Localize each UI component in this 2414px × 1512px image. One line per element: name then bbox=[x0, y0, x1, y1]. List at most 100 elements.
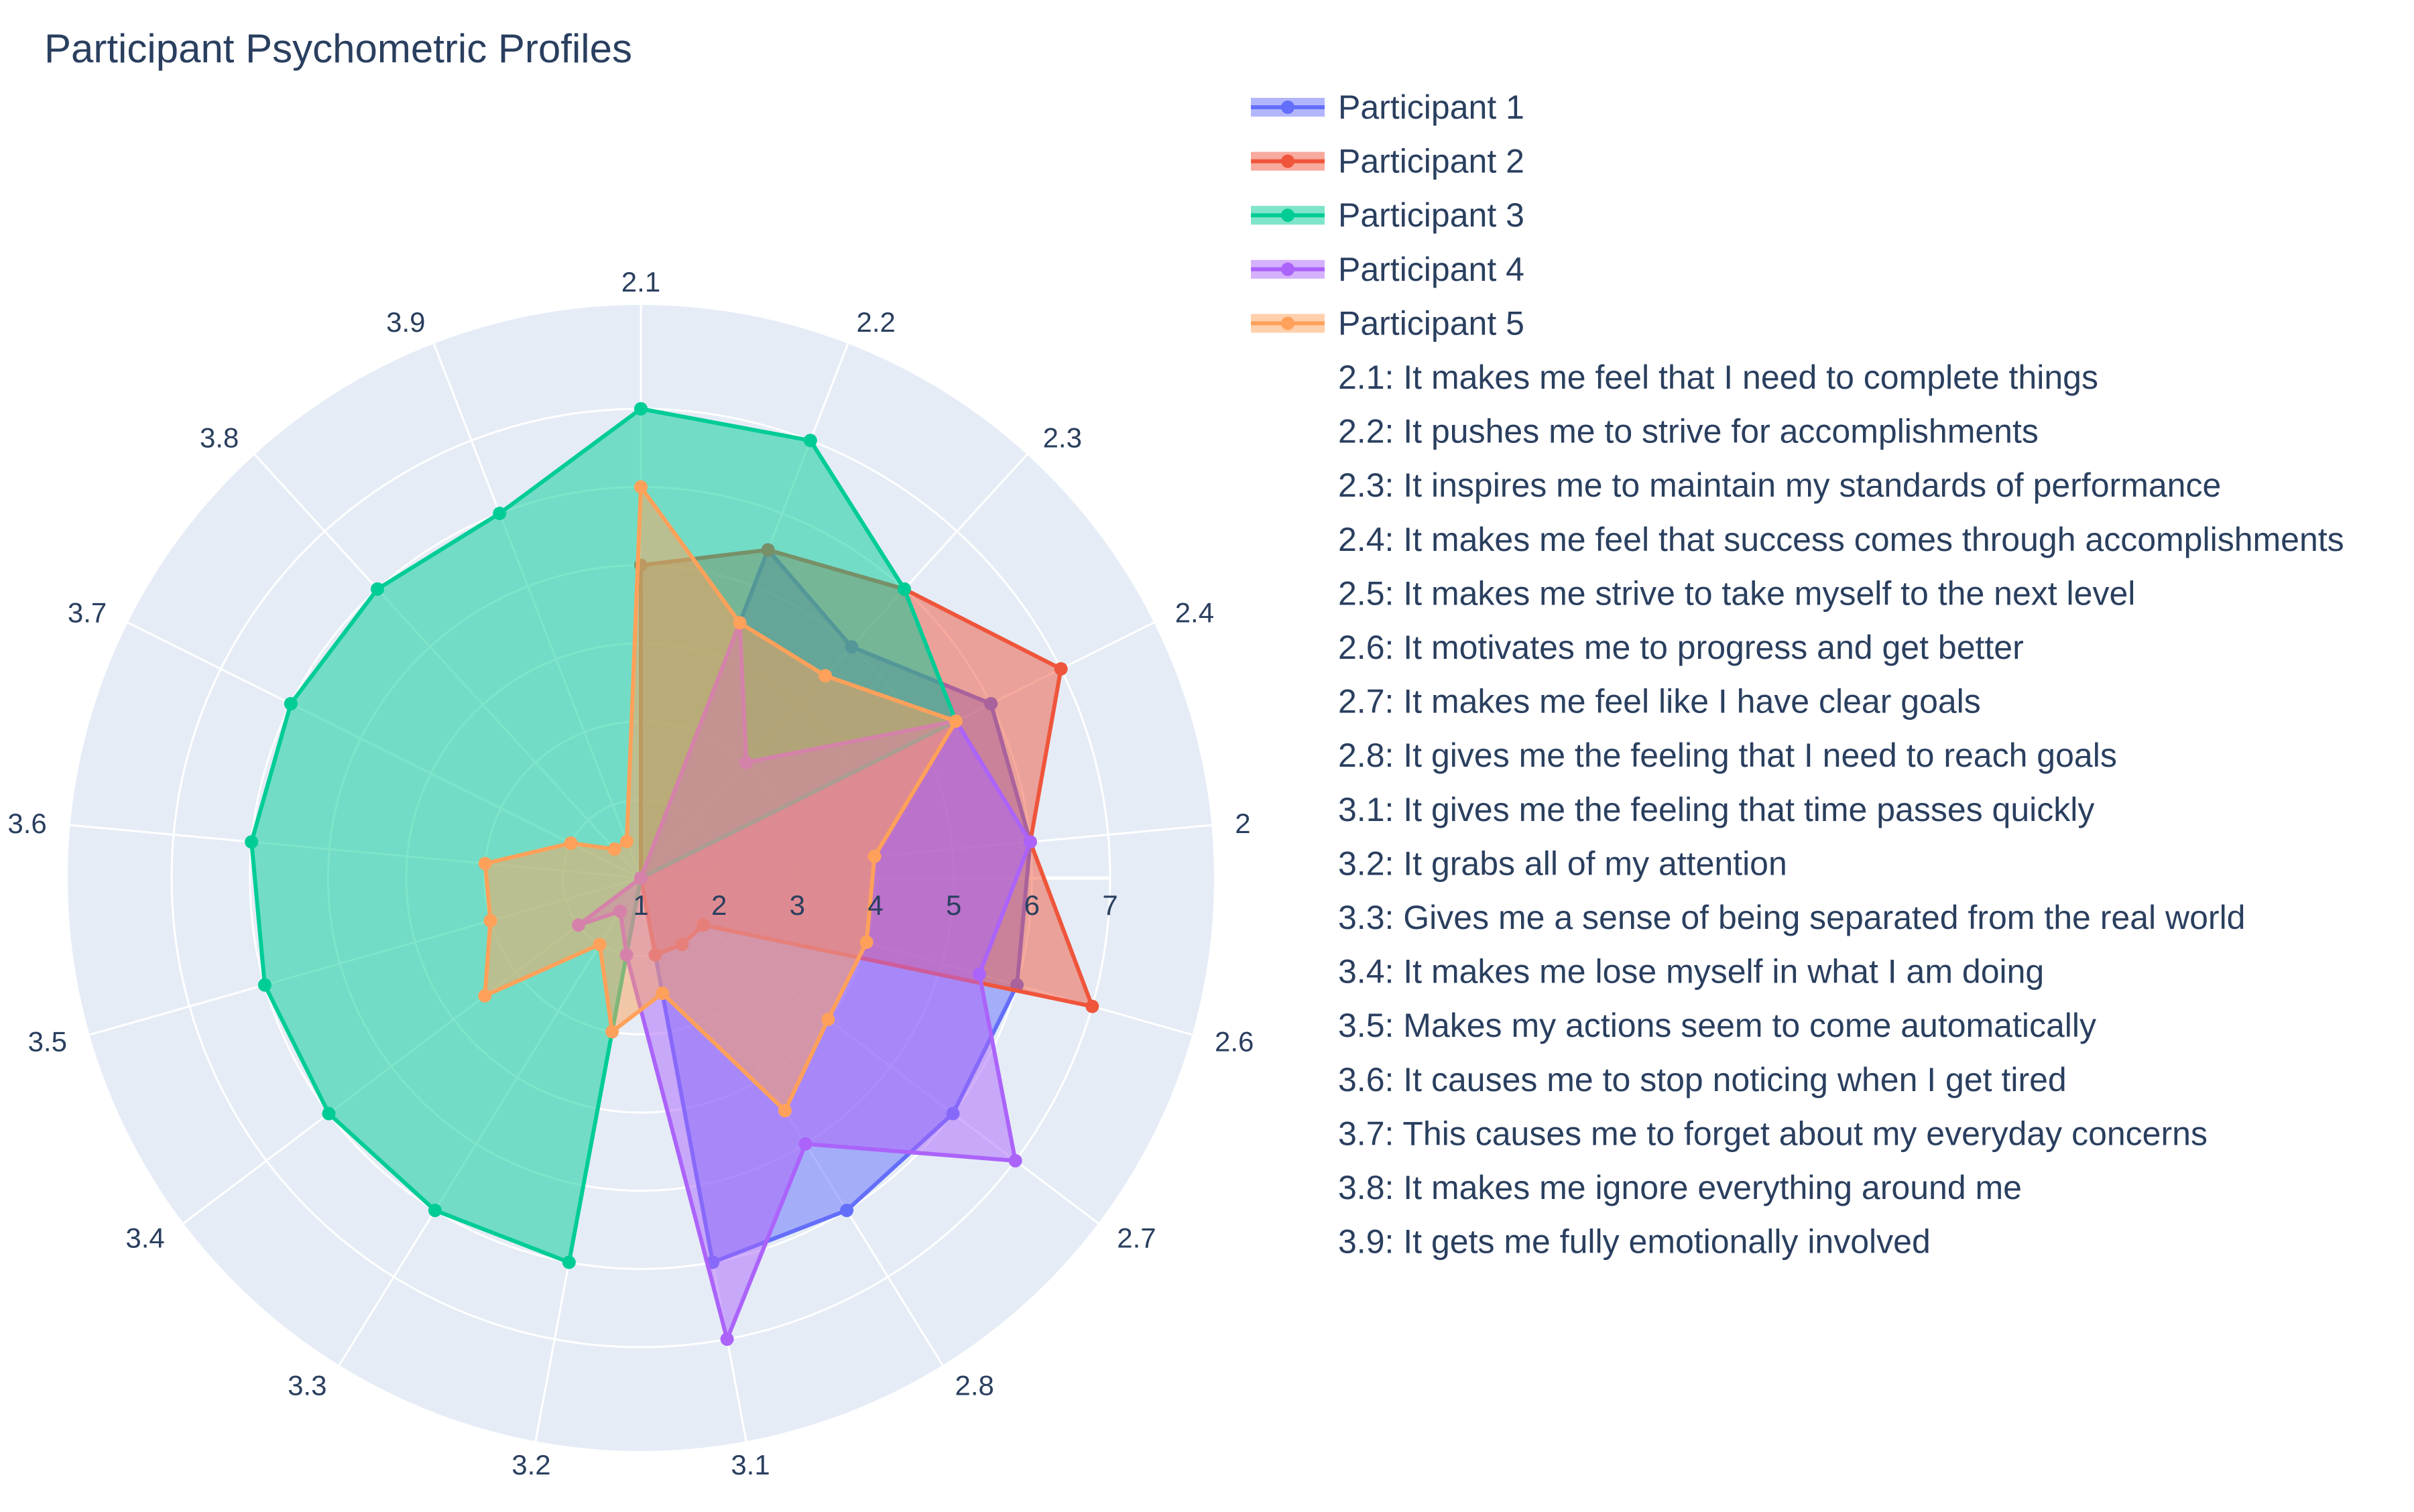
angular-tick-label: 2.6 bbox=[1215, 1026, 1254, 1058]
data-point bbox=[257, 978, 271, 992]
angular-tick-label: 3.5 bbox=[28, 1026, 67, 1058]
data-point bbox=[478, 857, 492, 871]
data-point bbox=[1054, 662, 1068, 676]
angular-tick-label: 3.8 bbox=[200, 422, 239, 453]
data-point bbox=[1008, 1153, 1022, 1168]
data-point bbox=[859, 935, 873, 949]
data-point bbox=[867, 849, 882, 863]
legend-item-description: 3.6: It causes me to stop noticing when … bbox=[1338, 1061, 2067, 1098]
angular-tick-label: 2.1 bbox=[621, 266, 660, 298]
angular-tick-label: 3.3 bbox=[288, 1370, 326, 1401]
legend-item-description: 3.1: It gives me the feeling that time p… bbox=[1338, 791, 2094, 828]
legend-label: Participant 2 bbox=[1338, 143, 1524, 180]
data-point bbox=[972, 967, 986, 981]
data-point bbox=[949, 714, 963, 728]
angular-tick-label: 2 bbox=[1235, 808, 1250, 839]
data-point bbox=[493, 507, 507, 521]
data-point bbox=[371, 582, 385, 596]
data-point bbox=[634, 480, 648, 494]
legend-item-description: 2.4: It makes me feel that success comes… bbox=[1338, 521, 2344, 558]
data-point bbox=[284, 696, 298, 710]
legend-label: Participant 1 bbox=[1338, 88, 1524, 126]
legend-item-description: 2.6: It motivates me to progress and get… bbox=[1338, 629, 2024, 666]
data-point bbox=[593, 938, 607, 952]
legend-item-description: 2.8: It gives me the feeling that I need… bbox=[1338, 737, 2117, 774]
data-point bbox=[605, 1025, 619, 1039]
angular-tick-label: 3.6 bbox=[7, 808, 46, 839]
data-point bbox=[1023, 835, 1037, 849]
angular-tick-label: 3.4 bbox=[125, 1222, 164, 1253]
data-point bbox=[245, 835, 259, 849]
angular-tick-label: 3.2 bbox=[511, 1449, 550, 1480]
series-layer bbox=[245, 402, 1099, 1346]
radial-tick-label: 6 bbox=[1024, 889, 1040, 921]
legend-item-description: 2.2: It pushes me to strive for accompli… bbox=[1338, 413, 2039, 450]
legend-item-description: 3.4: It makes me lose myself in what I a… bbox=[1338, 953, 2044, 991]
radial-tick-label: 5 bbox=[946, 889, 961, 921]
legend-item-participant-4[interactable]: Participant 4 bbox=[1251, 251, 1524, 288]
data-point bbox=[656, 987, 670, 1001]
legend-swatch-marker bbox=[1281, 101, 1294, 114]
legend-item-description: 3.2: It grabs all of my attention bbox=[1338, 844, 1787, 882]
data-point bbox=[478, 989, 492, 1003]
legend-swatch-marker bbox=[1281, 316, 1294, 330]
angular-tick-label: 3.9 bbox=[386, 306, 425, 338]
data-point bbox=[778, 1104, 792, 1118]
legend-item-participant-5[interactable]: Participant 5 bbox=[1251, 304, 1524, 342]
data-point bbox=[733, 616, 747, 630]
data-point bbox=[607, 842, 621, 856]
legend-label: Participant 5 bbox=[1338, 304, 1524, 342]
data-point bbox=[619, 834, 633, 848]
angular-tick-label: 2.8 bbox=[955, 1370, 994, 1401]
series-5 bbox=[478, 480, 963, 1118]
legend-item-description: 2.5: It makes me strive to take myself t… bbox=[1338, 574, 2135, 612]
legend-item-description: 2.7: It makes me feel like I have clear … bbox=[1338, 683, 1981, 720]
data-point bbox=[720, 1332, 734, 1346]
legend-swatch-marker bbox=[1281, 208, 1294, 223]
legend-label: Participant 4 bbox=[1338, 251, 1524, 288]
legend: Participant 1 Participant 2 Participant 3 P… bbox=[1251, 88, 2344, 1261]
data-point bbox=[821, 1012, 835, 1026]
chart-title: Participant Psychometric Profiles bbox=[44, 26, 632, 71]
angular-axis-labels: 2.1 2.2 2.3 2.4 2 2.6 2.7 2.8 3.1 3.2 3.3 3.4 3.5 3.6… bbox=[7, 266, 1254, 1480]
legend-swatch-marker bbox=[1281, 154, 1294, 168]
legend-item-description: 2.3: It inspires me to maintain my stand… bbox=[1338, 466, 2221, 504]
angular-tick-label: 2.7 bbox=[1117, 1222, 1156, 1253]
radial-tick-label: 7 bbox=[1102, 889, 1118, 921]
legend-item-participant-1[interactable]: Participant 1 bbox=[1251, 88, 1524, 126]
radial-tick-label: 3 bbox=[790, 889, 805, 921]
legend-item-participant-3[interactable]: Participant 3 bbox=[1251, 196, 1524, 234]
data-point bbox=[1085, 999, 1099, 1013]
angular-tick-label: 3.7 bbox=[68, 596, 107, 628]
legend-label: Participant 3 bbox=[1338, 196, 1524, 234]
data-point bbox=[798, 1137, 812, 1151]
data-point bbox=[428, 1203, 442, 1217]
angular-tick-label: 2.3 bbox=[1043, 422, 1082, 453]
data-point bbox=[564, 836, 578, 850]
angular-tick-label: 2.2 bbox=[857, 306, 896, 338]
data-point bbox=[897, 582, 911, 596]
legend-item-description: 3.9: It gets me fully emotionally involv… bbox=[1338, 1223, 1931, 1261]
legend-item-description: 3.7: This causes me to forget about my e… bbox=[1338, 1115, 2208, 1152]
legend-item-description: 3.8: It makes me ignore everything aroun… bbox=[1338, 1169, 2022, 1206]
legend-swatch-marker bbox=[1281, 262, 1294, 276]
series-area bbox=[249, 407, 958, 1265]
series-area bbox=[483, 485, 958, 1113]
legend-item-description: 3.3: Gives me a sense of being separated… bbox=[1338, 899, 2246, 936]
legend-item-description: 2.1: It makes me feel that I need to com… bbox=[1338, 359, 2098, 396]
data-point bbox=[562, 1255, 576, 1269]
data-point bbox=[322, 1107, 336, 1121]
angular-tick-label: 3.1 bbox=[731, 1449, 770, 1480]
data-point bbox=[803, 434, 817, 448]
legend-item-participant-2[interactable]: Participant 2 bbox=[1251, 143, 1524, 180]
radial-tick-label: 1 bbox=[633, 889, 648, 921]
angular-tick-label: 2.4 bbox=[1175, 596, 1214, 628]
radial-tick-label: 4 bbox=[867, 889, 883, 921]
data-point bbox=[483, 914, 497, 928]
data-point bbox=[634, 402, 648, 416]
radial-tick-label: 2 bbox=[711, 889, 727, 921]
legend-item-description: 3.5: Makes my actions seem to come autom… bbox=[1338, 1007, 2096, 1044]
data-point bbox=[819, 669, 833, 683]
data-point bbox=[840, 1203, 854, 1217]
